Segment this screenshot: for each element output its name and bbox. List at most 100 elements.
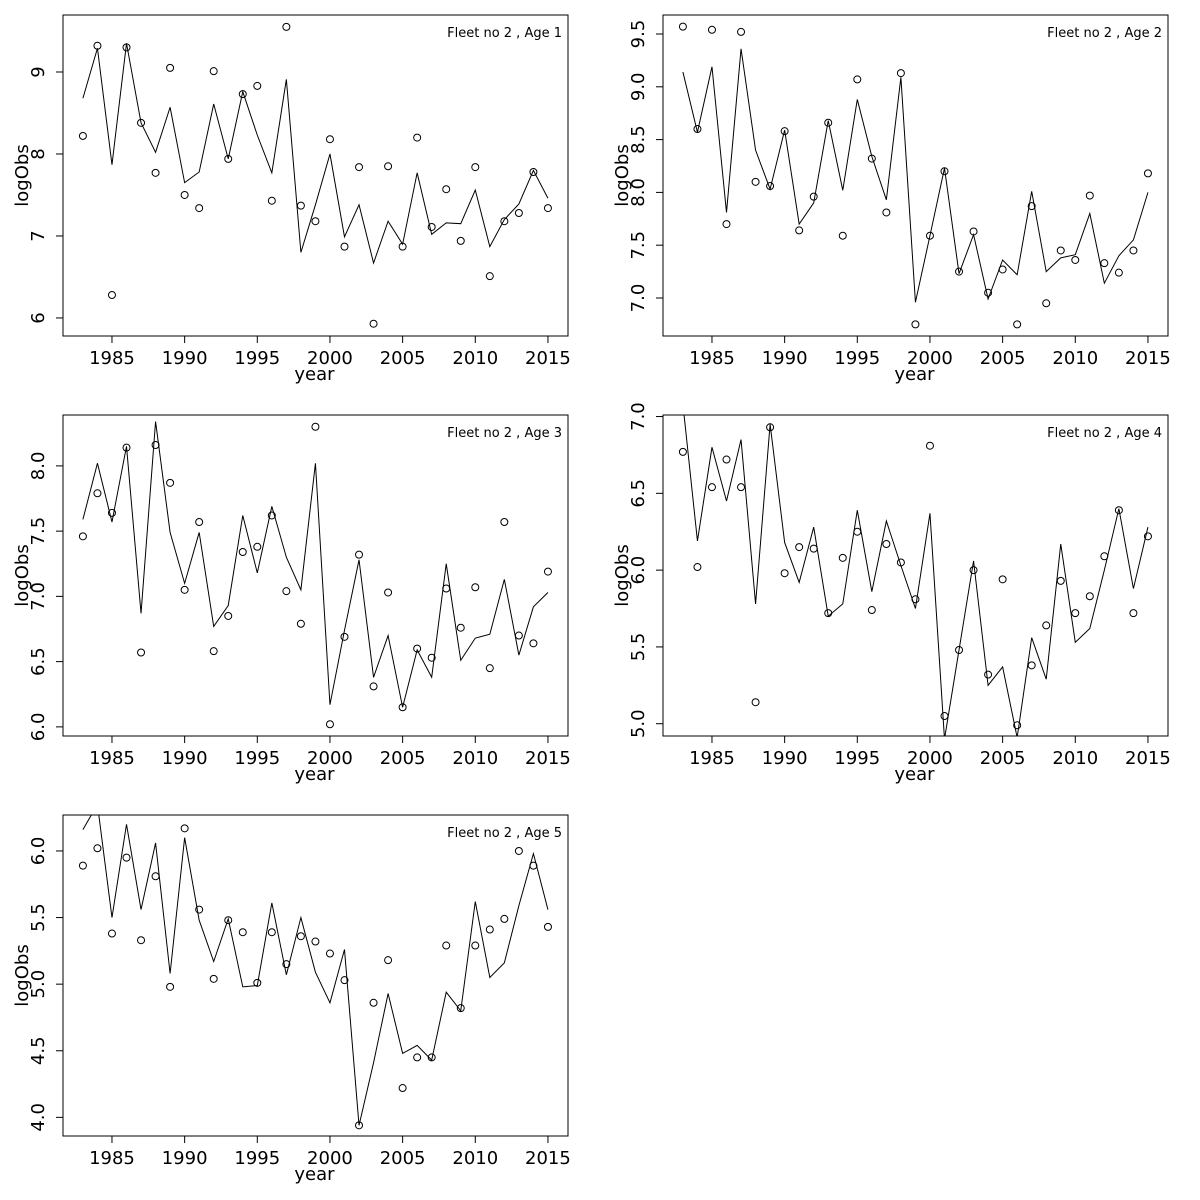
obs-point bbox=[311, 422, 320, 431]
obs-point bbox=[471, 583, 480, 592]
x-tick-label: 2000 bbox=[907, 348, 953, 369]
x-tick-label: 1990 bbox=[762, 348, 808, 369]
obs-point bbox=[543, 567, 552, 576]
x-tick-label: 2005 bbox=[380, 348, 426, 369]
obs-point bbox=[107, 508, 116, 517]
obs-point bbox=[180, 190, 189, 199]
obs-point bbox=[209, 974, 218, 983]
x-axis-label: year bbox=[294, 1164, 335, 1185]
y-tick-label: 6.0 bbox=[28, 713, 49, 742]
y-tick-label: 7.0 bbox=[28, 582, 49, 611]
obs-point bbox=[1114, 268, 1123, 277]
obs-point bbox=[384, 162, 393, 171]
obs-point bbox=[751, 698, 760, 707]
obs-point bbox=[442, 185, 451, 194]
obs-point bbox=[969, 566, 978, 575]
x-axis-label: year bbox=[294, 364, 335, 385]
obs-point bbox=[795, 226, 804, 235]
obs-point bbox=[296, 201, 305, 210]
y-tick-label: 5.0 bbox=[628, 709, 649, 738]
y-tick-label: 6.0 bbox=[628, 556, 649, 585]
plot-frame bbox=[662, 414, 1169, 737]
obs-point bbox=[282, 960, 291, 969]
y-tick-label: 5.5 bbox=[628, 633, 649, 662]
obs-point bbox=[471, 163, 480, 172]
obs-point bbox=[166, 982, 175, 991]
obs-point bbox=[1013, 721, 1022, 730]
obs-point bbox=[471, 941, 480, 950]
plot-area bbox=[78, 421, 552, 729]
obs-point bbox=[853, 75, 862, 84]
plot-frame bbox=[62, 14, 569, 337]
obs-point bbox=[485, 664, 494, 673]
x-tick-label: 1995 bbox=[234, 1148, 280, 1169]
obs-point bbox=[925, 231, 934, 240]
x-tick-label: 1990 bbox=[162, 1148, 208, 1169]
y-tick-label: 8.0 bbox=[28, 452, 49, 481]
obs-point bbox=[137, 118, 146, 127]
obs-point bbox=[296, 932, 305, 941]
obs-point bbox=[838, 553, 847, 562]
obs-point bbox=[1071, 255, 1080, 264]
y-tick-label: 5.5 bbox=[28, 903, 49, 932]
obs-point bbox=[867, 606, 876, 615]
x-tick-label: 1985 bbox=[89, 1148, 135, 1169]
fit-line bbox=[82, 815, 549, 1126]
obs-point bbox=[766, 423, 775, 432]
obs-point bbox=[369, 319, 378, 328]
obs-point bbox=[707, 483, 716, 492]
obs-point bbox=[984, 288, 993, 297]
obs-point bbox=[195, 204, 204, 213]
plot-area bbox=[78, 22, 552, 328]
obs-point bbox=[500, 217, 509, 226]
plot-frame bbox=[62, 814, 569, 1137]
fit-line bbox=[82, 43, 549, 265]
x-tick-label: 2015 bbox=[525, 748, 571, 769]
obs-point bbox=[282, 587, 291, 596]
obs-point bbox=[940, 167, 949, 176]
obs-point bbox=[925, 441, 934, 450]
obs-point bbox=[543, 922, 552, 931]
obs-point bbox=[137, 648, 146, 657]
y-tick-label: 4.5 bbox=[28, 1036, 49, 1065]
x-axis-label: year bbox=[894, 764, 935, 785]
obs-point bbox=[1042, 621, 1051, 630]
x-tick-label: 2000 bbox=[307, 748, 353, 769]
y-axis-label: logObs bbox=[12, 544, 33, 606]
obs-point bbox=[253, 542, 262, 551]
x-tick-label: 2010 bbox=[1052, 748, 1098, 769]
x-tick-label: 1995 bbox=[834, 348, 880, 369]
plot-area bbox=[678, 415, 1152, 736]
obs-point bbox=[984, 670, 993, 679]
obs-point bbox=[413, 1053, 422, 1062]
obs-point bbox=[384, 588, 393, 597]
obs-point bbox=[1056, 576, 1065, 585]
y-tick-label: 9.0 bbox=[628, 72, 649, 101]
obs-point bbox=[1129, 609, 1138, 618]
x-axis-label: year bbox=[294, 764, 335, 785]
x-tick-label: 2010 bbox=[1052, 348, 1098, 369]
obs-point bbox=[955, 645, 964, 654]
obs-point bbox=[311, 937, 320, 946]
obs-point bbox=[1085, 592, 1094, 601]
obs-point bbox=[413, 644, 422, 653]
obs-point bbox=[427, 1053, 436, 1062]
y-tick-label: 8 bbox=[28, 148, 49, 159]
y-axis-label: logObs bbox=[12, 944, 33, 1006]
y-tick-label: 8.5 bbox=[628, 125, 649, 154]
obs-point bbox=[311, 217, 320, 226]
x-tick-label: 1985 bbox=[89, 748, 135, 769]
y-axis-label: logObs bbox=[612, 144, 633, 206]
obs-point bbox=[180, 585, 189, 594]
x-tick-label: 1990 bbox=[762, 748, 808, 769]
obs-point bbox=[209, 67, 218, 76]
x-tick-label: 2005 bbox=[380, 1148, 426, 1169]
obs-point bbox=[1071, 609, 1080, 618]
obs-point bbox=[325, 135, 334, 144]
obs-point bbox=[238, 928, 247, 937]
obs-point bbox=[678, 22, 687, 31]
obs-point bbox=[707, 25, 716, 34]
obs-point bbox=[1100, 259, 1109, 268]
panel-title: Fleet no 2 , Age 2 bbox=[1047, 26, 1162, 41]
